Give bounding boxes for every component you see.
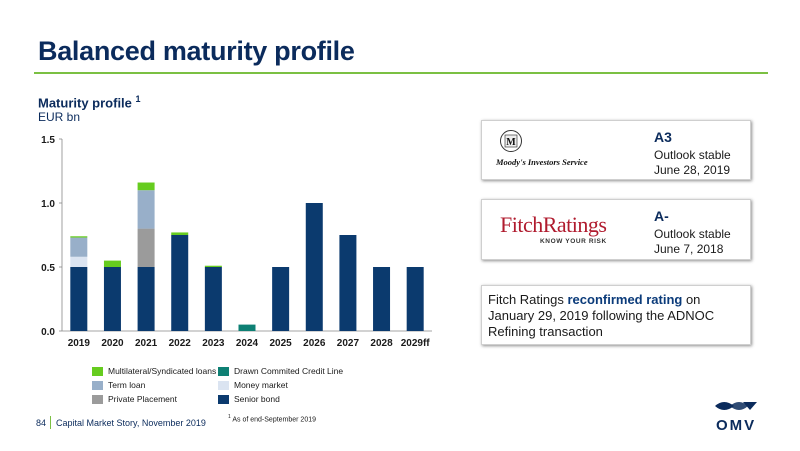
moodys-emblem-icon: M xyxy=(500,130,522,152)
legend-label: Term loan xyxy=(108,380,146,390)
y-tick-label: 1.0 xyxy=(41,199,55,210)
legend-item: Senior bond xyxy=(218,394,280,404)
x-tick-label: 2025 xyxy=(270,338,293,349)
legend-swatch xyxy=(92,366,103,376)
bar-term-loan-2019 xyxy=(70,237,88,257)
statement-before: Fitch Ratings xyxy=(488,292,568,307)
y-tick-label: 0.0 xyxy=(41,327,55,338)
omv-logo-text: OMV xyxy=(716,417,757,434)
bar-senior-bond-2023 xyxy=(204,267,222,331)
legend-item: Multilateral/Syndicated loans xyxy=(92,366,216,376)
bar-senior-bond-2029ff xyxy=(406,267,424,331)
bar-multilateral-syndicated-loans-2020 xyxy=(103,260,121,267)
legend-swatch xyxy=(218,394,229,404)
statement-after: on January 29, 2019 following the ADNOC … xyxy=(488,292,715,339)
legend-item: Private Placement xyxy=(92,394,177,404)
moodys-rating-card: M Moody's Investors Service A3 Outlook s… xyxy=(481,120,751,180)
x-tick-label: 2023 xyxy=(202,338,225,349)
x-tick-label: 2026 xyxy=(303,338,326,349)
fitch-outlook-text: Outlook stable xyxy=(654,227,731,241)
title-divider xyxy=(34,72,768,74)
bar-drawn-commited-credit-line-2024 xyxy=(238,324,256,331)
chart-unit: EUR bn xyxy=(38,110,81,124)
fitch-rating: A- xyxy=(654,208,669,224)
legend-item: Money market xyxy=(218,380,288,390)
moodys-outlook: Outlook stable June 28, 2019 xyxy=(654,148,731,178)
footnote: 1 As of end-September 2019 xyxy=(228,414,316,423)
bar-senior-bond-2019 xyxy=(70,267,88,331)
legend-label: Money market xyxy=(234,380,288,390)
footnote-number: 1 xyxy=(228,414,231,420)
x-tick-label: 2024 xyxy=(236,338,259,349)
bar-senior-bond-2028 xyxy=(373,267,391,331)
omv-mark-icon xyxy=(715,402,757,410)
legend-item: Drawn Commited Credit Line xyxy=(218,366,343,376)
moodys-logo: M Moody's Investors Service xyxy=(496,129,626,171)
maturity-bar-chart: 0.0 0.5 1.0 1.5 2019 2020 2021 2022 2023 2024 2025… xyxy=(41,135,432,349)
fitch-logo-tagline: KNOW YOUR RISK xyxy=(540,238,607,245)
y-tick-label: 1.5 xyxy=(41,135,55,146)
x-tick-label: 2021 xyxy=(135,338,158,349)
bar-senior-bond-2022 xyxy=(171,235,189,331)
moodys-logo-text: Moody's Investors Service xyxy=(496,157,588,167)
bar-senior-bond-2027 xyxy=(339,235,357,331)
statement-highlight: reconfirmed rating xyxy=(567,292,683,307)
x-tick-label: 2029ff xyxy=(401,338,431,349)
x-tick-label: 2028 xyxy=(370,338,393,349)
x-tick-label: 2019 xyxy=(68,338,91,349)
footer-divider xyxy=(50,416,51,429)
fitch-date: June 7, 2018 xyxy=(654,242,724,256)
legend-swatch xyxy=(218,366,229,376)
y-tick-label: 0.5 xyxy=(41,263,55,274)
chart-title: Maturity profile 1 xyxy=(38,94,141,110)
legend-swatch xyxy=(92,394,103,404)
legend-label: Private Placement xyxy=(108,394,177,404)
moodys-outlook-text: Outlook stable xyxy=(654,148,731,162)
footnote-text: As of end-September 2019 xyxy=(232,416,317,424)
bar-multilateral-syndicated-loans-2022 xyxy=(171,232,189,235)
footer-text: Capital Market Story, November 2019 xyxy=(56,418,206,428)
bar-multilateral-syndicated-loans-2019 xyxy=(70,236,88,238)
chart-title-text: Maturity profile xyxy=(38,95,132,111)
x-tick-label: 2020 xyxy=(101,338,124,349)
legend-item: Term loan xyxy=(92,380,145,390)
legend-swatch xyxy=(92,380,103,390)
legend-label: Multilateral/Syndicated loans xyxy=(108,366,217,376)
page-number: 84 xyxy=(36,418,47,428)
bar-multilateral-syndicated-loans-2023 xyxy=(204,265,222,267)
legend-label: Drawn Commited Credit Line xyxy=(234,366,344,376)
bar-senior-bond-2025 xyxy=(272,267,290,331)
x-tick-label: 2027 xyxy=(337,338,360,349)
omv-logo: OMV xyxy=(712,398,762,438)
bar-money-market-2019 xyxy=(70,256,88,267)
bar-private-placement-2021 xyxy=(137,228,155,267)
bar-senior-bond-2026 xyxy=(305,203,323,331)
svg-text:M: M xyxy=(506,137,516,148)
moodys-rating: A3 xyxy=(654,129,672,145)
x-tick-label: 2022 xyxy=(169,338,192,349)
page-title: Balanced maturity profile xyxy=(38,36,355,66)
rating-statement-card: Fitch Ratings reconfirmed rating on Janu… xyxy=(481,285,751,345)
fitch-logo: FitchRatings KNOW YOUR RISK xyxy=(500,212,630,252)
fitch-outlook: Outlook stable June 7, 2018 xyxy=(654,227,731,257)
chart-title-footnote-ref: 1 xyxy=(135,94,141,104)
bar-term-loan-2021 xyxy=(137,190,155,229)
bar-senior-bond-2021 xyxy=(137,267,155,331)
moodys-date: June 28, 2019 xyxy=(654,163,731,177)
fitch-logo-text: FitchRatings xyxy=(500,212,607,237)
rating-statement: Fitch Ratings reconfirmed rating on Janu… xyxy=(488,292,746,340)
legend-swatch xyxy=(218,380,229,390)
fitch-rating-card: FitchRatings KNOW YOUR RISK A- Outlook s… xyxy=(481,199,751,260)
bar-senior-bond-2020 xyxy=(103,267,121,331)
legend-label: Senior bond xyxy=(234,394,280,404)
bar-multilateral-syndicated-loans-2021 xyxy=(137,182,155,191)
